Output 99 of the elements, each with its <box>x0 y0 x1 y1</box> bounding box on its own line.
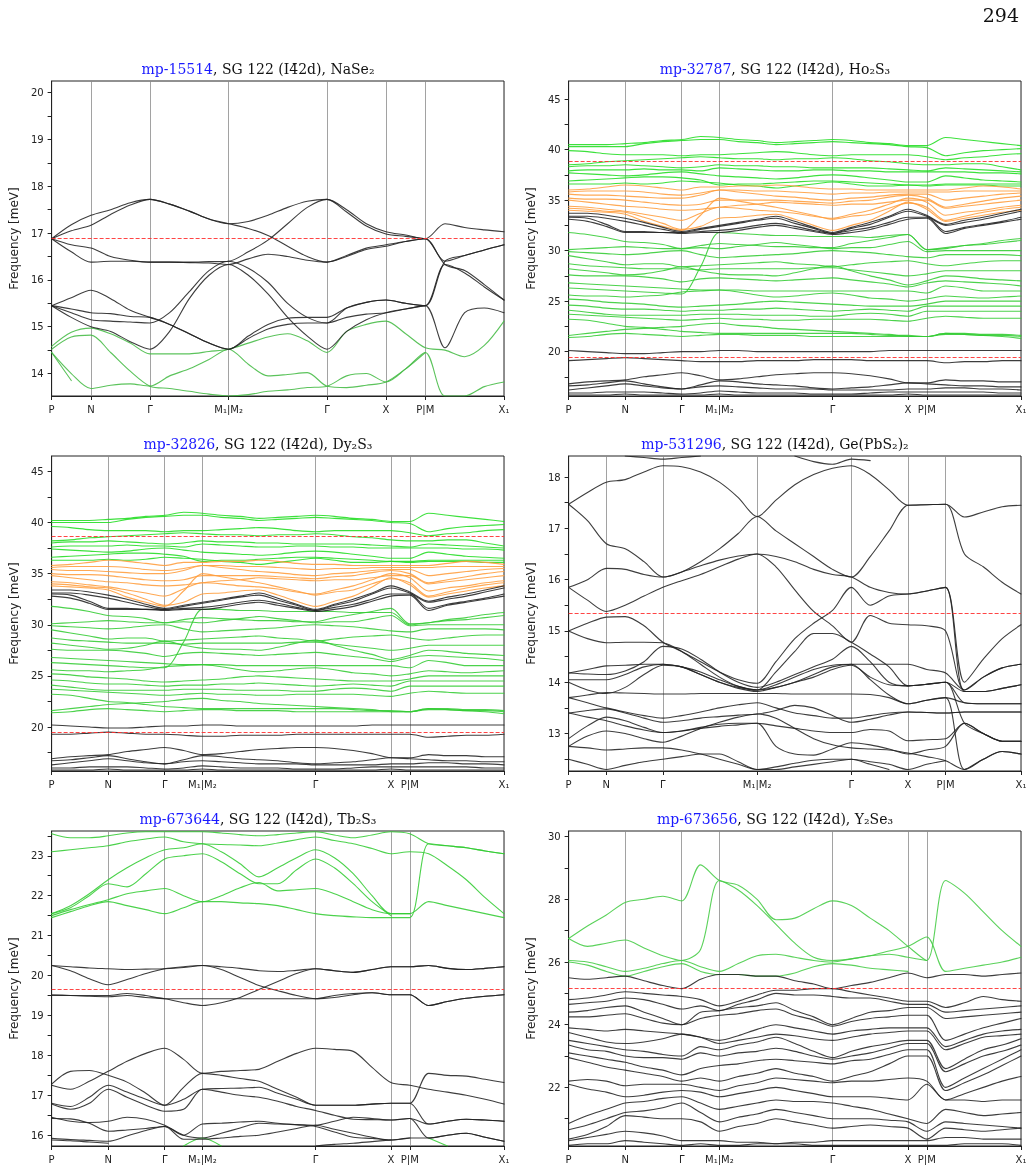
x-tick-label: X <box>904 1153 912 1165</box>
x-tick-label: N <box>621 1153 629 1165</box>
chart-title: mp-32826, SG 122 (I4̄2d), Dy₂S₃ <box>143 436 373 452</box>
x-tick-label: X <box>387 1153 395 1165</box>
y-tick-label: 21 <box>30 930 44 942</box>
y-tick-label: 16 <box>30 274 44 286</box>
x-tick-label: Γ <box>147 403 154 415</box>
chart-title: mp-673656, SG 122 (I4̄2d), Y₂Se₃ <box>656 811 894 827</box>
x-tick-label: P <box>565 403 572 415</box>
y-tick-label: 13 <box>547 728 561 740</box>
y-tick-label: 17 <box>30 1089 44 1101</box>
x-tick-label: Γ <box>660 778 667 790</box>
x-tick-label: P|M <box>400 1153 419 1166</box>
x-tick-label: P <box>565 1153 572 1165</box>
x-tick-label: Γ <box>312 778 319 790</box>
y-tick-label: 24 <box>547 1019 561 1031</box>
y-tick-label: 40 <box>547 144 561 156</box>
x-tick-label: P|M <box>416 403 435 416</box>
y-tick-label: 23 <box>30 850 44 862</box>
chart-title: mp-673644, SG 122 (I4̄2d), Tb₂S₃ <box>139 811 377 827</box>
x-tick-label: N <box>621 403 629 415</box>
y-tick-label: 35 <box>30 568 44 580</box>
x-tick-label: X₁ <box>498 1153 510 1165</box>
y-tick-label: 45 <box>30 465 44 477</box>
y-tick-label: 18 <box>547 471 561 483</box>
x-tick-label: P <box>565 778 572 790</box>
y-tick-label: 30 <box>30 619 44 631</box>
y-axis-title: Frequency [meV] <box>7 562 21 665</box>
y-tick-label: 15 <box>547 625 561 637</box>
y-tick-label: 30 <box>547 831 561 843</box>
x-tick-label: Γ <box>312 1153 319 1165</box>
y-tick-label: 17 <box>547 522 561 534</box>
y-tick-label: 20 <box>30 721 44 733</box>
x-tick-label: Γ <box>324 403 331 415</box>
x-tick-label: Γ <box>161 778 168 790</box>
y-tick-label: 30 <box>547 245 561 257</box>
y-tick-label: 28 <box>547 893 561 905</box>
x-tick-label: P|M <box>917 403 936 416</box>
y-tick-label: 19 <box>30 1009 44 1021</box>
x-tick-label: P|M <box>400 778 419 791</box>
x-tick-label: X₁ <box>1015 1153 1027 1165</box>
x-tick-label: Γ <box>678 1153 685 1165</box>
y-tick-label: 14 <box>547 676 561 688</box>
x-tick-label: X <box>382 403 390 415</box>
x-tick-label: P <box>48 1153 55 1165</box>
x-tick-label: P|M <box>936 778 955 791</box>
y-tick-label: 25 <box>30 670 44 682</box>
y-tick-label: 18 <box>30 1049 44 1061</box>
y-tick-label: 16 <box>547 574 561 586</box>
y-axis-title: Frequency [meV] <box>7 187 21 290</box>
y-tick-label: 20 <box>30 970 44 982</box>
x-tick-label: M₁|M₂ <box>705 1153 734 1166</box>
y-tick-label: 26 <box>547 956 561 968</box>
x-tick-label: X <box>904 403 912 415</box>
x-tick-label: P|M <box>917 1153 936 1166</box>
x-tick-label: M₁|M₂ <box>742 778 772 791</box>
x-tick-label: X₁ <box>1015 403 1027 415</box>
y-tick-label: 22 <box>30 890 44 902</box>
y-tick-label: 25 <box>547 295 561 307</box>
x-tick-label: M₁|M₂ <box>188 778 217 791</box>
y-tick-label: 22 <box>547 1081 561 1093</box>
x-tick-label: Γ <box>829 1153 836 1165</box>
y-tick-label: 16 <box>30 1129 44 1141</box>
y-tick-label: 15 <box>30 321 44 333</box>
x-tick-label: M₁|M₂ <box>214 403 243 416</box>
x-tick-label: M₁|M₂ <box>705 403 734 416</box>
x-tick-label: P <box>48 778 55 790</box>
chart-title: mp-15514, SG 122 (I4̄2d), NaSe₂ <box>141 61 375 77</box>
x-tick-label: N <box>602 778 611 790</box>
x-tick-label: X₁ <box>1015 778 1027 790</box>
x-tick-label: N <box>87 403 95 415</box>
x-tick-label: P <box>48 403 55 415</box>
chart-title: mp-32787, SG 122 (I4̄2d), Ho₂S₃ <box>659 61 891 77</box>
y-tick-label: 17 <box>30 227 44 239</box>
x-tick-label: X₁ <box>498 778 510 790</box>
y-tick-label: 45 <box>547 93 561 105</box>
x-tick-label: Γ <box>678 403 685 415</box>
y-tick-label: 20 <box>30 87 44 99</box>
y-tick-label: 20 <box>547 346 561 358</box>
x-tick-label: M₁|M₂ <box>188 1153 217 1166</box>
x-tick-label: X <box>904 778 912 790</box>
x-tick-label: Γ <box>848 778 855 790</box>
y-tick-label: 18 <box>30 180 44 192</box>
x-tick-label: Γ <box>829 403 836 415</box>
text: 294 <box>982 4 1019 26</box>
x-tick-label: Γ <box>161 1153 168 1165</box>
x-tick-label: N <box>104 1153 112 1165</box>
y-tick-label: 19 <box>30 134 44 146</box>
x-tick-label: N <box>104 778 112 790</box>
y-axis-title: Frequency [meV] <box>7 937 21 1040</box>
x-tick-label: X₁ <box>498 403 510 415</box>
y-axis-title: Frequency [meV] <box>524 937 538 1040</box>
y-axis-title: Frequency [meV] <box>524 187 538 290</box>
y-tick-label: 35 <box>547 194 561 206</box>
y-tick-label: 14 <box>30 368 44 380</box>
chart-title: mp-531296, SG 122 (I4̄2d), Ge(PbS₂)₂ <box>641 436 909 452</box>
y-tick-label: 40 <box>30 516 44 528</box>
y-axis-title: Frequency [meV] <box>524 562 538 665</box>
x-tick-label: X <box>387 778 395 790</box>
